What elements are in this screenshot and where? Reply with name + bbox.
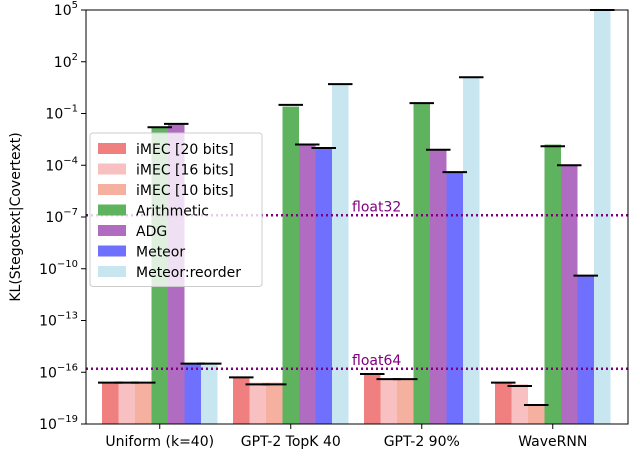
legend-swatch-4 [98,225,126,236]
y-tick-label-7: 10−16 [39,362,78,381]
bar-5-2 [446,172,463,424]
bar-5-3 [577,275,594,424]
legend-swatch-0 [98,143,126,154]
legend-swatch-1 [98,163,126,175]
y-tick-label-6: 10−13 [39,311,78,330]
legend-label-2: iMEC [10 bits] [136,183,234,199]
y-tick-label-1: 102 [54,52,78,71]
bar-6-1 [332,84,349,425]
legend-label-0: iMEC [20 bits] [136,142,234,158]
y-tick-label-8: 10−19 [39,414,78,433]
legend-label-4: ADG [136,224,167,240]
ref-label-float32: float32 [352,199,401,215]
legend-label-3: Arithmetic [136,204,209,220]
bar-4-2 [430,149,447,424]
bar-0-0 [102,382,119,424]
bar-1-1 [249,382,266,424]
bar-1-2 [380,379,397,424]
bar-2-3 [528,405,545,424]
bar-1-0 [118,382,135,424]
bars-layer [102,10,611,425]
bar-3-3 [544,144,561,425]
legend-swatch-3 [98,204,126,216]
x-tick-label-0: Uniform (k=40) [105,434,214,450]
bar-0-1 [233,377,250,424]
bar-1-3 [511,384,528,424]
bar-2-0 [135,382,152,424]
bar-4-3 [561,165,578,424]
bar-6-0 [201,363,218,424]
y-tick-label-3: 10−4 [45,155,78,174]
bar-4-1 [299,144,316,425]
y-ticks-layer: 105 102 10−1 10−4 10−7 10−10 10−13 10−16 10−19 [39,0,86,433]
y-axis-label: KL(Stegotext|Covertext) [8,132,24,301]
ref-label-float64: float64 [352,353,401,369]
legend-swatch-5 [98,245,126,257]
y-tick-label-0: 105 [54,0,78,19]
legend-box [89,132,263,287]
legend-label-6: Meteor:reorder [136,265,241,281]
bar-2-1 [266,382,283,424]
y-tick-label-4: 10−7 [45,207,78,226]
bar-3-2 [413,103,430,425]
legend: iMEC [20 bits] iMEC [16 bits] iMEC [10 bit… [89,132,263,287]
x-tick-label-1: GPT-2 TopK 40 [241,434,341,450]
bar-0-2 [364,373,381,424]
bar-6-2 [463,77,480,425]
bar-0-3 [495,382,512,424]
x-ticks-layer: Uniform (k=40) GPT-2 TopK 40 GPT-2 90% Wave… [105,424,587,450]
y-tick-label-2: 10−1 [45,104,78,123]
legend-swatch-6 [98,266,126,277]
y-tick-label-5: 10−10 [39,259,78,278]
legend-label-1: iMEC [16 bits] [136,163,234,179]
bar-6-3 [594,10,611,424]
bar-3-1 [282,106,299,424]
x-tick-label-3: WaveRNN [518,434,587,450]
x-tick-label-2: GPT-2 90% [384,434,460,450]
legend-label-5: Meteor [136,245,185,261]
legend-swatch-2 [98,184,126,195]
bar-5-1 [315,148,332,424]
bar-2-2 [397,379,414,424]
bar-5-0 [184,363,201,424]
